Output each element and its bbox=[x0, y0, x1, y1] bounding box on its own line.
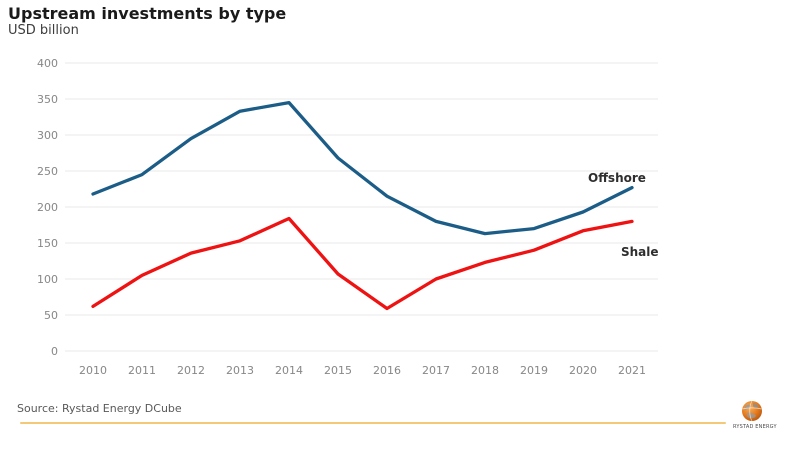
footer-rule bbox=[20, 422, 726, 424]
x-tick-label: 2010 bbox=[79, 364, 107, 377]
x-tick-label: 2016 bbox=[373, 364, 401, 377]
x-tick-label: 2018 bbox=[471, 364, 499, 377]
x-tick-label: 2013 bbox=[226, 364, 254, 377]
brand-name: RYSTAD ENERGY bbox=[733, 424, 777, 430]
series-line-offshore bbox=[91, 100, 634, 236]
x-tick-label: 2017 bbox=[422, 364, 450, 377]
chart-canvas: 0 50 100 150 200 250 300 350 400 2010 2011 2012 2013… bbox=[37, 57, 659, 377]
y-tick-label: 50 bbox=[44, 309, 58, 322]
y-tick-label: 400 bbox=[37, 57, 58, 70]
source-note: Source: Rystad Energy DCube bbox=[17, 402, 182, 415]
x-tick-label: 2014 bbox=[275, 364, 303, 377]
series-label-offshore: Offshore bbox=[588, 171, 646, 185]
series-label-shale: Shale bbox=[621, 245, 659, 259]
y-tick-label: 200 bbox=[37, 201, 58, 214]
y-tick-label: 250 bbox=[37, 165, 58, 178]
y-tick-label: 100 bbox=[37, 273, 58, 286]
globe-icon bbox=[742, 400, 762, 422]
y-tick-label: 350 bbox=[37, 93, 58, 106]
y-tick-label: 150 bbox=[37, 237, 58, 250]
page-title: Upstream investments by type bbox=[8, 4, 287, 23]
x-tick-label: 2011 bbox=[128, 364, 156, 377]
chart-subtitle: USD billion bbox=[8, 23, 79, 38]
x-tick-label: 2012 bbox=[177, 364, 205, 377]
y-tick-label: 0 bbox=[51, 345, 58, 358]
series-line-shale bbox=[91, 216, 634, 311]
y-tick-label: 300 bbox=[37, 129, 58, 142]
x-tick-label: 2020 bbox=[569, 364, 597, 377]
x-tick-label: 2019 bbox=[520, 364, 548, 377]
brand-logo: RYSTAD ENERGY bbox=[733, 400, 777, 430]
x-tick-label: 2021 bbox=[618, 364, 646, 377]
x-tick-label: 2015 bbox=[324, 364, 352, 377]
